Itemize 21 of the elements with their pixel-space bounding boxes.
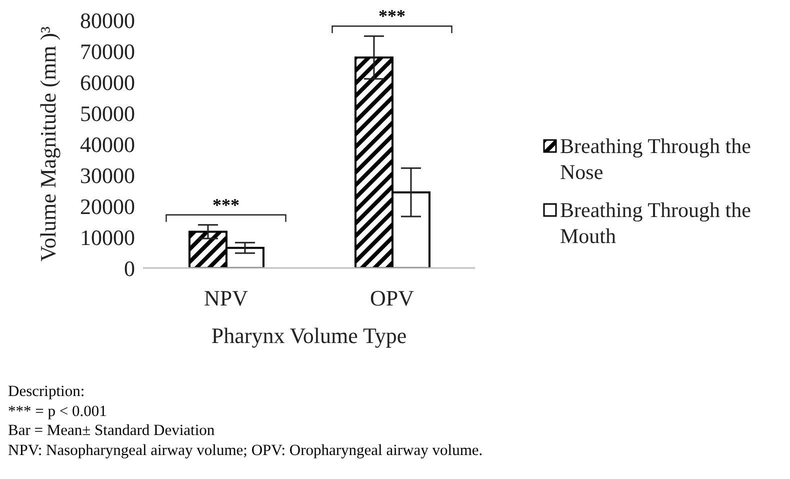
- y-tick-label: 20000: [80, 194, 135, 219]
- y-tick-label: 70000: [80, 38, 135, 64]
- y-axis-title: Volume Magnitude (mm )³: [36, 26, 60, 262]
- x-tick-label: OPV: [370, 286, 414, 311]
- x-axis-title: Pharynx Volume Type: [211, 323, 407, 348]
- y-tick-label: 60000: [80, 70, 135, 95]
- y-tick-label: 10000: [80, 224, 135, 250]
- y-tick-label: 80000: [80, 8, 135, 33]
- y-tick-label: 50000: [80, 100, 135, 126]
- y-tick-label: 40000: [80, 132, 135, 157]
- annotation: ***: [212, 194, 240, 215]
- annotation: ***: [378, 6, 406, 26]
- text: *** = p < 0.001: [8, 402, 108, 421]
- y-tick-label: 0: [124, 256, 135, 281]
- text: NPV: Nasopharyngeal airway volume; OPV: Oropharyngeal airway volume.: [8, 440, 483, 460]
- legend-label: Breathing Through the Mouth: [560, 197, 752, 249]
- legend-label: Breathing Through the Nose: [560, 133, 752, 185]
- text: Bar = Mean± Standard Deviation: [8, 421, 216, 440]
- x-tick-label: NPV: [204, 286, 248, 311]
- y-tick-label: 30000: [80, 162, 135, 188]
- text: Description:: [8, 382, 86, 402]
